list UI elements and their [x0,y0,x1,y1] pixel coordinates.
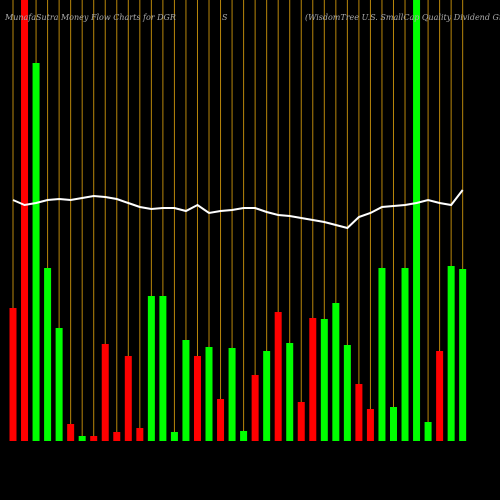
bar [136,428,144,441]
bar [413,0,421,441]
bar [297,402,305,441]
bar [124,356,132,441]
bar [320,319,328,441]
bar [21,0,29,441]
bar [90,436,98,441]
bar [355,384,363,441]
bar [217,399,225,441]
chart-description: (WisdomTree U.S. SmallCap Quality Divide… [305,13,500,22]
bar [343,345,351,441]
money-flow-line [12,189,464,230]
bar [378,268,386,441]
bar [147,296,155,441]
bar [159,296,167,441]
bar [170,432,178,441]
bar [424,422,432,441]
bar [436,351,444,441]
bar [101,344,109,441]
bar [67,424,75,441]
bar [401,268,409,441]
bar [205,347,213,441]
bar [263,351,271,441]
bar [240,431,248,441]
bar [44,268,52,441]
bar [182,340,190,441]
bar [389,407,397,441]
bar [366,409,374,441]
bar [251,375,259,441]
bar [32,63,40,441]
bar [78,436,86,441]
bar [113,432,121,441]
bar [228,348,236,441]
bar [332,303,340,441]
bar [286,343,294,441]
chart-subtitle: S [222,13,228,22]
bar [193,356,201,441]
chart-title: MunafaSutra Money Flow Charts for DGR [4,13,176,22]
bar [9,308,17,441]
bar [274,312,282,441]
bar [55,328,63,441]
bar [459,269,467,441]
bar [447,266,455,441]
bar [309,318,317,441]
